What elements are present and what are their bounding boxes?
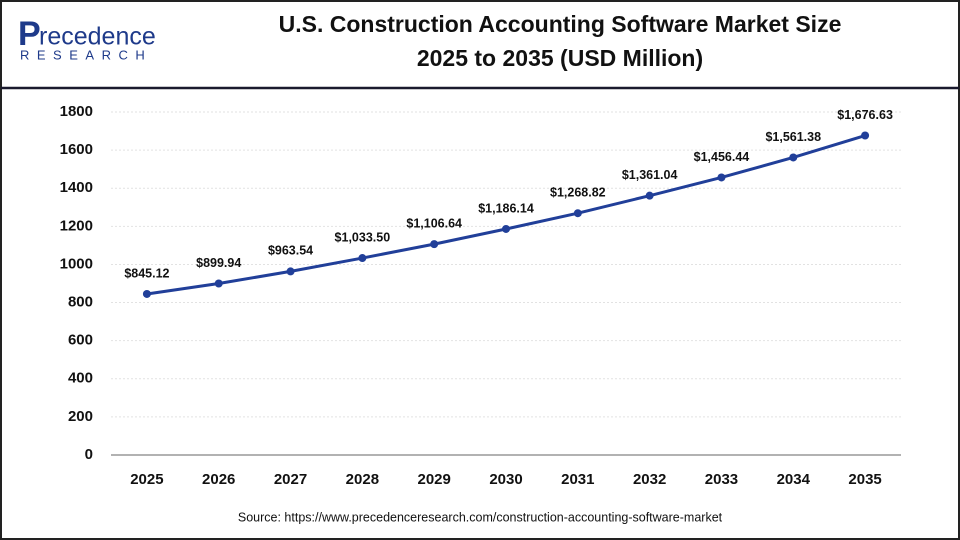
chart-subtitle: 2025 to 2035 (USD Million) [417,45,703,71]
value-label: $1,561.38 [765,130,821,144]
point [502,224,510,233]
logo-initial: P [18,15,41,53]
x-tick-label: 2027 [274,471,307,488]
value-label: $1,456.44 [694,150,750,164]
x-tick-label: 2035 [848,471,881,488]
value-label: $1,033.50 [335,230,391,244]
point [573,209,582,218]
source: Source: https://www.precedenceresearch.c… [238,510,723,524]
point [214,279,223,288]
value-label: $963.54 [268,244,313,258]
x-tick-label: 2030 [489,471,522,488]
value-label: $1,186.14 [478,201,534,215]
value-label: $899.94 [196,256,241,270]
y-tick-label: 400 [68,370,93,387]
point [286,267,295,276]
y-tick-label: 800 [68,294,93,311]
y-tick-label: 1400 [60,179,93,196]
x-tick-label: 2034 [777,471,811,488]
point [789,153,798,162]
point [142,289,151,298]
point [717,173,726,182]
value-label: $845.12 [124,266,169,280]
point [430,240,439,249]
chart-title: U.S. Construction Accounting Software Ma… [279,11,842,37]
y-tick-label: 1200 [60,217,93,234]
value-label: $1,676.63 [837,108,893,122]
y-tick-label: 0 [85,446,93,463]
point [645,191,654,200]
logo-name: recedence [39,23,156,51]
x-tick-label: 2032 [633,471,666,488]
x-tick-label: 2031 [561,471,594,488]
x-tick-label: 2026 [202,471,235,488]
point [861,131,870,140]
y-tick-label: 200 [68,408,93,425]
y-tick-label: 1800 [60,103,93,120]
y-tick-label: 1600 [60,141,93,158]
point [358,254,367,263]
x-tick-label: 2025 [130,471,163,488]
value-label: $1,268.82 [550,186,606,200]
value-label: $1,361.04 [622,168,678,182]
x-tick-label: 2028 [346,471,379,488]
logo-tagline: RESEARCH [20,47,152,62]
value-label: $1,106.64 [406,216,462,230]
x-tick-label: 2033 [705,471,738,488]
y-tick-label: 1000 [60,255,93,272]
x-tick-label: 2029 [417,471,450,488]
y-tick-label: 600 [68,332,93,349]
